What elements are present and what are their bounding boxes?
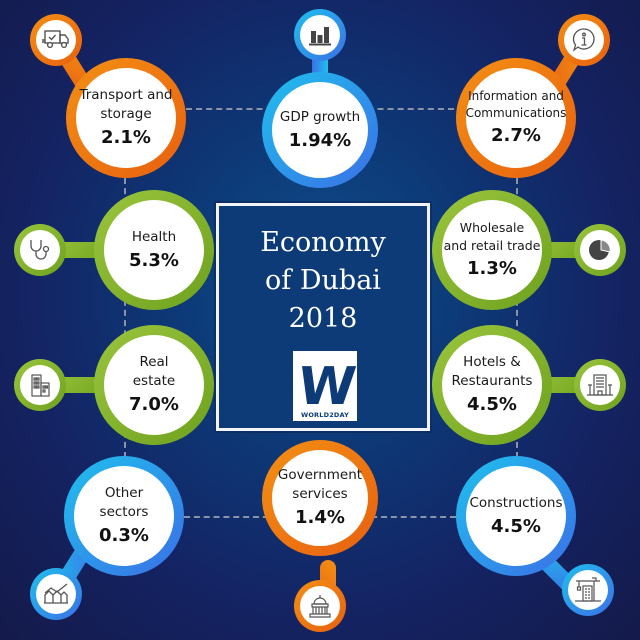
connector-right (516, 178, 518, 458)
realestate-label: Real estate (132, 354, 176, 389)
transport-label: Transport and storage (79, 87, 173, 122)
constructions-bubble: Constructions 4.5% (456, 456, 576, 576)
info-label: Information and Communications (465, 89, 567, 120)
hotels-pin (574, 359, 626, 411)
logo-letter: W (295, 357, 355, 417)
transport-pin (30, 14, 82, 66)
government-pin (294, 580, 346, 632)
info-pin (558, 14, 610, 66)
pie-chart-icon (580, 230, 620, 270)
wholesale-label: Wholesale and retail trade (443, 220, 541, 253)
health-label: Health (131, 228, 177, 245)
constructions-value: 4.5% (491, 515, 541, 537)
hotels-bubble: Hotels & Restaurants 4.5% (432, 325, 552, 445)
info-value: 2.7% (491, 125, 541, 146)
health-bubble: Health 5.3% (94, 190, 214, 310)
title-line-3: 2018 (288, 303, 358, 334)
buildings-icon (20, 365, 60, 405)
realestate-pin (14, 359, 66, 411)
title-line-1: Economy (260, 227, 386, 258)
constructions-pin (562, 564, 614, 616)
capitol-building-icon (300, 586, 340, 626)
other-pin (30, 568, 82, 620)
gdp-value: 1.94% (288, 129, 352, 151)
wholesale-bubble: Wholesale and retail trade 1.3% (432, 190, 552, 310)
world2day-logo: W WORLD2DAY (293, 351, 357, 421)
growth-chart-icon (36, 574, 76, 614)
stethoscope-icon (20, 230, 60, 270)
transport-value: 2.1% (101, 127, 151, 148)
government-label: Government services (277, 467, 363, 502)
hotels-label: Hotels & Restaurants (451, 354, 533, 389)
gdp-pin (294, 9, 346, 61)
hotels-value: 4.5% (467, 394, 517, 415)
health-value: 5.3% (129, 249, 179, 271)
realestate-value: 7.0% (129, 394, 179, 415)
other-label: Other sectors (99, 485, 149, 520)
construction-crane-icon (568, 570, 608, 610)
info-speech-bubble-icon (564, 20, 604, 60)
government-bubble: Government services 1.4% (262, 440, 378, 556)
logo-name: WORLD2DAY (300, 411, 350, 419)
other-value: 0.3% (99, 525, 149, 546)
health-pin (14, 224, 66, 276)
wholesale-pin (574, 224, 626, 276)
delivery-truck-icon (36, 20, 76, 60)
gdp-bubble: GDP growth 1.94% (262, 72, 378, 188)
hotel-icon (580, 365, 620, 405)
title-line-2: of Dubai (265, 265, 381, 296)
other-bubble: Other sectors 0.3% (64, 456, 184, 576)
bar-chart-icon (300, 15, 340, 55)
info-bubble: Information and Communications 2.7% (456, 58, 576, 178)
title-box: Economy of Dubai 2018 W WORLD2DAY (216, 203, 430, 431)
gdp-label: GDP growth (279, 108, 361, 125)
constructions-label: Constructions (469, 494, 563, 511)
realestate-bubble: Real estate 7.0% (94, 325, 214, 445)
government-value: 1.4% (295, 507, 345, 528)
connector-left (124, 178, 126, 458)
transport-bubble: Transport and storage 2.1% (66, 58, 186, 178)
wholesale-value: 1.3% (467, 258, 517, 279)
